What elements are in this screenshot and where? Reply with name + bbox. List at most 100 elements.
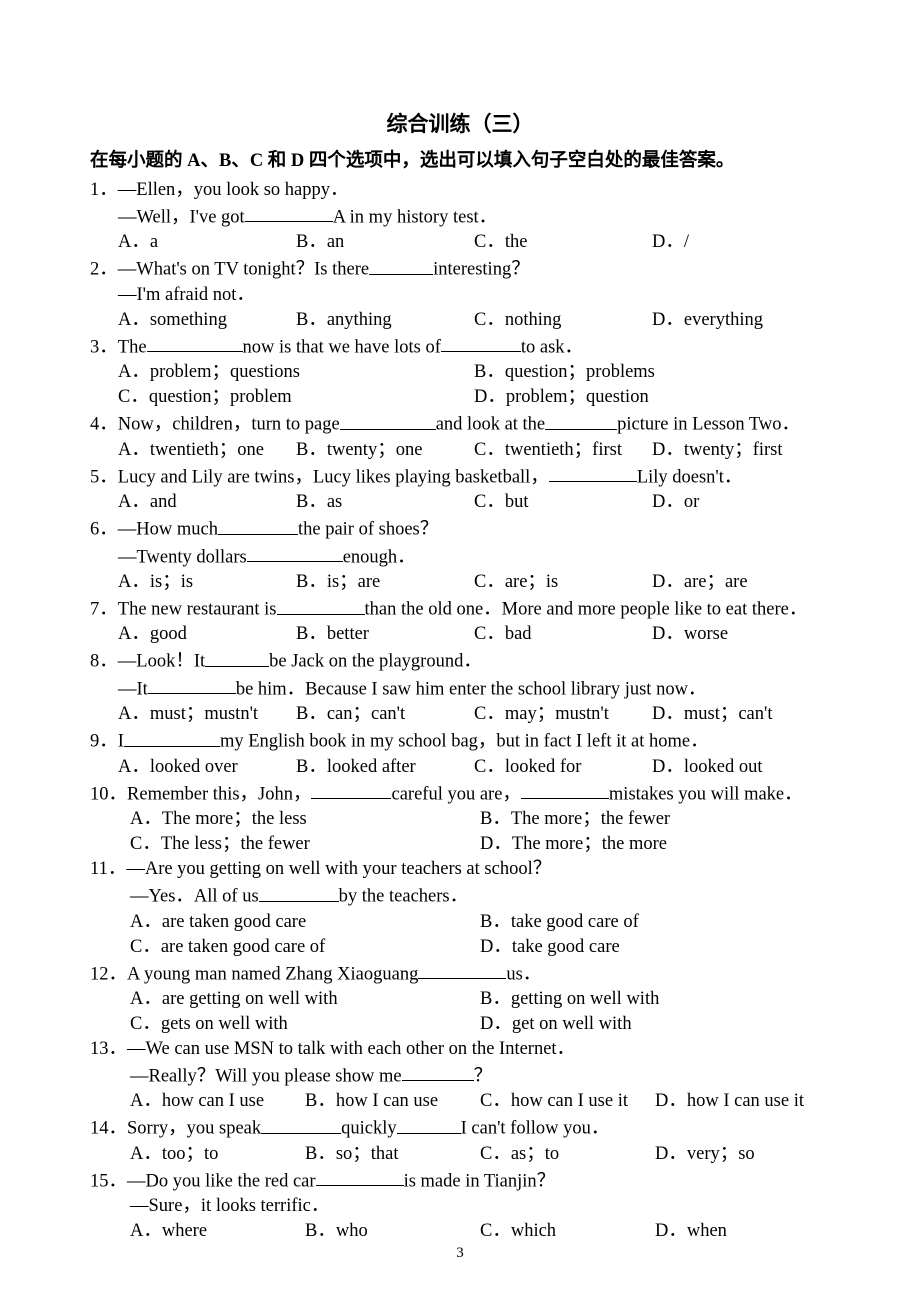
fill-blank (124, 727, 220, 747)
fill-blank (402, 1062, 474, 1082)
option-choice[interactable]: B．getting on well with (480, 987, 830, 1012)
option-choice[interactable]: C．are taken good care of (130, 935, 480, 960)
option-choice[interactable]: D．must；can't (652, 702, 830, 727)
option-choice[interactable]: C．gets on well with (130, 1012, 480, 1037)
question-number: 12． (90, 964, 127, 984)
option-choice[interactable]: B．an (296, 230, 474, 255)
fill-blank (545, 410, 617, 430)
option-row: A．whereB．whoC．whichD．when (130, 1219, 830, 1244)
option-choice[interactable]: D．get on well with (480, 1012, 830, 1037)
option-choice[interactable]: B．better (296, 622, 474, 647)
option-row: A．are getting on well withB．getting on w… (130, 987, 830, 1012)
question-line: —Yes．All of usby the teachers． (90, 882, 830, 909)
question-item: 5．Lucy and Lily are twins，Lucy likes pla… (90, 463, 830, 515)
option-choice[interactable]: A．must；mustn't (118, 702, 296, 727)
option-choice[interactable]: D．take good care (480, 935, 830, 960)
question-line: —Really？Will you please show me？ (90, 1062, 830, 1089)
question-number: 4． (90, 415, 118, 435)
option-choice[interactable]: A．good (118, 622, 296, 647)
options-block: A．too；toB．so；thatC．as；toD．very；so (90, 1142, 830, 1167)
option-choice[interactable]: B．who (305, 1219, 480, 1244)
fill-blank (521, 780, 609, 800)
option-choice[interactable]: C．but (474, 490, 652, 515)
questions-container: 1．—Ellen，you look so happy．—Well，I've go… (90, 178, 830, 1244)
question-number: 13． (90, 1039, 127, 1059)
question-line: 6．—How muchthe pair of shoes？ (90, 515, 830, 542)
option-choice[interactable]: A．The more；the less (130, 807, 480, 832)
option-choice[interactable]: B．anything (296, 308, 474, 333)
option-choice[interactable]: C．which (480, 1219, 655, 1244)
option-choice[interactable]: A．twentieth；one (118, 438, 296, 463)
option-choice[interactable]: D．problem；question (474, 385, 830, 410)
question-line: 8．—Look！Itbe Jack on the playground． (90, 647, 830, 674)
question-line: —Sure，it looks terrific． (90, 1194, 830, 1219)
question-number: 2． (90, 260, 118, 280)
option-choice[interactable]: D．or (652, 490, 830, 515)
option-choice[interactable]: C．how can I use it (480, 1089, 655, 1114)
option-choice[interactable]: C．twentieth；first (474, 438, 652, 463)
option-choice[interactable]: A．are getting on well with (130, 987, 480, 1012)
option-choice[interactable]: B．The more；the fewer (480, 807, 830, 832)
question-number: 15． (90, 1171, 127, 1191)
option-row: C．are taken good care ofD．take good care (130, 935, 830, 960)
option-choice[interactable]: B．looked after (296, 755, 474, 780)
option-choice[interactable]: C．question；problem (118, 385, 474, 410)
option-row: A．problem；questionsB．question；problems (118, 360, 830, 385)
question-item: 15．—Do you like the red caris made in Ti… (90, 1167, 830, 1244)
option-choice[interactable]: B．can；can't (296, 702, 474, 727)
option-choice[interactable]: C．nothing (474, 308, 652, 333)
question-line: 4．Now，children，turn to pageand look at t… (90, 410, 830, 437)
option-choice[interactable]: A．problem；questions (118, 360, 474, 385)
question-line: 12．A young man named Zhang Xiaoguangus． (90, 960, 830, 987)
option-choice[interactable]: C．as；to (480, 1142, 655, 1167)
option-choice[interactable]: C．the (474, 230, 652, 255)
option-row: A．are taken good careB．take good care of (130, 910, 830, 935)
fill-blank (418, 960, 506, 980)
question-item: 3．Thenow is that we have lots ofto ask．A… (90, 333, 830, 410)
question-number: 7． (90, 600, 118, 620)
option-choice[interactable]: C．bad (474, 622, 652, 647)
option-choice[interactable]: D．everything (652, 308, 830, 333)
question-line: 10．Remember this，John，careful you are，mi… (90, 780, 830, 807)
option-choice[interactable]: C．may；mustn't (474, 702, 652, 727)
option-row: A．andB．asC．butD．or (118, 490, 830, 515)
option-choice[interactable]: C．are；is (474, 570, 652, 595)
options-block: A．goodB．betterC．badD．worse (90, 622, 830, 647)
option-choice[interactable]: A．are taken good care (130, 910, 480, 935)
option-choice[interactable]: C．looked for (474, 755, 652, 780)
option-choice[interactable]: A．too；to (130, 1142, 305, 1167)
option-choice[interactable]: B．as (296, 490, 474, 515)
option-choice[interactable]: D．The more；the more (480, 832, 830, 857)
option-choice[interactable]: A．and (118, 490, 296, 515)
option-choice[interactable]: A．looked over (118, 755, 296, 780)
option-choice[interactable]: B．is；are (296, 570, 474, 595)
option-choice[interactable]: D．/ (652, 230, 830, 255)
option-choice[interactable]: B．so；that (305, 1142, 480, 1167)
option-choice[interactable]: A．a (118, 230, 296, 255)
option-choice[interactable]: A．is；is (118, 570, 296, 595)
option-choice[interactable]: B．twenty；one (296, 438, 474, 463)
option-choice[interactable]: D．how I can use it (655, 1089, 830, 1114)
option-choice[interactable]: A．how can I use (130, 1089, 305, 1114)
option-choice[interactable]: D．worse (652, 622, 830, 647)
option-row: A．goodB．betterC．badD．worse (118, 622, 830, 647)
option-row: A．twentieth；oneB．twenty；oneC．twentieth；f… (118, 438, 830, 463)
option-choice[interactable]: D．looked out (652, 755, 830, 780)
option-choice[interactable]: D．are；are (652, 570, 830, 595)
option-choice[interactable]: B．take good care of (480, 910, 830, 935)
option-choice[interactable]: B．question；problems (474, 360, 830, 385)
option-choice[interactable]: C．The less；the fewer (130, 832, 480, 857)
fill-blank (259, 882, 339, 902)
options-block: A．looked overB．looked afterC．looked forD… (90, 755, 830, 780)
option-row: A．The more；the lessB．The more；the fewer (130, 807, 830, 832)
option-choice[interactable]: D．very；so (655, 1142, 830, 1167)
fill-blank (218, 515, 298, 535)
option-choice[interactable]: B．how I can use (305, 1089, 480, 1114)
option-row: C．gets on well withD．get on well with (130, 1012, 830, 1037)
fill-blank (205, 647, 269, 667)
option-choice[interactable]: D．when (655, 1219, 830, 1244)
question-line: —Well，I've gotA in my history test． (90, 203, 830, 230)
option-choice[interactable]: A．something (118, 308, 296, 333)
option-choice[interactable]: A．where (130, 1219, 305, 1244)
option-choice[interactable]: D．twenty；first (652, 438, 830, 463)
